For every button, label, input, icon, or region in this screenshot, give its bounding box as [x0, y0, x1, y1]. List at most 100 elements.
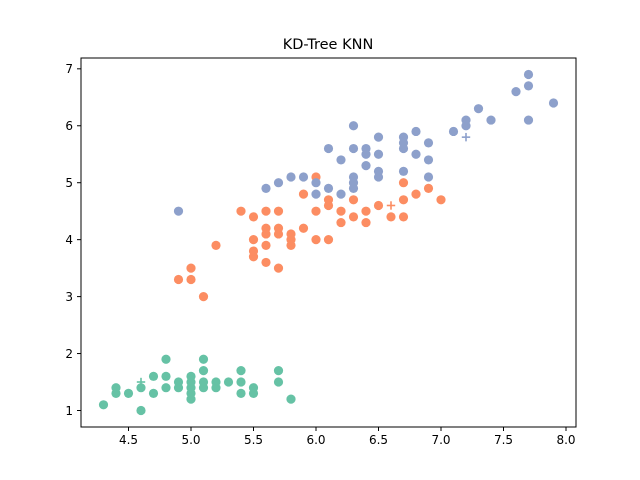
data-point	[186, 263, 196, 273]
axes-layer: 4.5 5.0 5.5 6.0 6.5 7.0 7.5 8.0 1 2 3 4 5 6 7	[65, 57, 577, 447]
data-point	[273, 366, 284, 376]
data-point	[136, 383, 146, 393]
data-point	[461, 115, 471, 125]
data-point	[298, 223, 309, 233]
data-point	[236, 206, 246, 216]
data-point	[298, 189, 309, 199]
data-point	[211, 377, 221, 387]
y-tick-label: 5	[65, 176, 73, 190]
data-point	[336, 189, 346, 199]
data-point	[473, 104, 484, 114]
data-point	[511, 87, 521, 97]
data-point	[286, 229, 296, 239]
data-point	[261, 223, 271, 233]
data-point	[486, 115, 496, 125]
data-point	[361, 217, 371, 228]
data-point	[398, 178, 409, 188]
data-point	[273, 178, 284, 188]
y-tick-label: 1	[65, 404, 73, 418]
chart-title: KD-Tree KNN	[283, 37, 374, 53]
y-tick-label: 6	[65, 119, 73, 133]
data-point	[323, 143, 334, 154]
x-tick-label: 8.0	[556, 433, 575, 447]
data-point	[161, 371, 171, 381]
x-tick-label: 6.5	[369, 433, 388, 447]
data-point	[373, 166, 384, 176]
data-point	[323, 195, 334, 205]
data-point	[411, 189, 421, 199]
data-point	[211, 240, 221, 250]
data-point	[411, 126, 421, 137]
x-tick-label: 6.0	[306, 433, 325, 447]
plot-frame	[80, 57, 577, 428]
data-point	[423, 155, 434, 165]
data-point	[161, 354, 171, 364]
data-point	[348, 143, 359, 154]
data-point	[173, 377, 184, 387]
data-point	[423, 172, 434, 182]
y-tick-label: 2	[65, 347, 73, 361]
data-point	[373, 132, 384, 142]
data-point	[111, 383, 121, 393]
data-point	[311, 235, 321, 245]
data-point	[348, 212, 359, 222]
data-point	[148, 371, 159, 381]
data-point	[348, 172, 359, 182]
data-point	[311, 206, 321, 216]
data-point	[398, 212, 409, 222]
data-point	[361, 161, 371, 171]
data-point	[523, 69, 534, 80]
data-point	[248, 212, 259, 222]
data-point	[273, 377, 284, 387]
query-point-marker	[311, 189, 321, 199]
data-point	[148, 388, 159, 398]
data-point	[273, 223, 284, 233]
data-point	[186, 274, 196, 285]
data-point	[548, 98, 559, 108]
data-point	[273, 263, 284, 273]
data-point	[311, 178, 321, 188]
data-point	[173, 206, 184, 216]
data-point	[273, 206, 284, 216]
data-point	[448, 126, 459, 137]
y-tick-label: 7	[65, 62, 73, 76]
data-point	[248, 246, 259, 256]
data-point	[173, 274, 184, 285]
data-point	[286, 172, 296, 182]
data-point	[261, 206, 271, 216]
data-point	[361, 206, 371, 216]
data-point	[198, 366, 209, 376]
data-point	[248, 235, 259, 245]
data-point	[523, 115, 534, 125]
data-point	[323, 183, 334, 193]
data-point	[298, 172, 309, 182]
x-tick-label: 5.0	[181, 433, 200, 447]
data-point	[423, 183, 434, 193]
y-tick-label: 3	[65, 290, 73, 304]
data-point	[398, 195, 409, 205]
data-point	[411, 149, 421, 159]
x-tick-label: 5.5	[244, 433, 263, 447]
data-point	[398, 166, 409, 176]
data-point	[373, 149, 384, 159]
x-tick-label: 7.0	[431, 433, 450, 447]
data-point	[423, 138, 434, 148]
data-point	[198, 354, 209, 364]
x-tick-label: 7.5	[494, 433, 513, 447]
data-point	[236, 388, 246, 398]
query-point-marker	[461, 132, 471, 142]
x-tick-label: 4.5	[119, 433, 138, 447]
data-point	[348, 195, 359, 205]
data-point	[398, 132, 409, 142]
data-point	[361, 143, 371, 154]
query-point-marker	[249, 383, 258, 392]
query-point-marker	[386, 201, 396, 210]
query-point-marker	[136, 377, 146, 387]
data-point	[236, 377, 246, 387]
data-point	[286, 394, 296, 404]
data-point	[123, 388, 134, 398]
data-point	[261, 257, 271, 268]
data-point	[261, 183, 271, 193]
data-point	[386, 212, 396, 222]
